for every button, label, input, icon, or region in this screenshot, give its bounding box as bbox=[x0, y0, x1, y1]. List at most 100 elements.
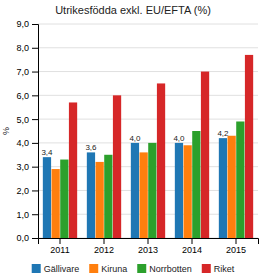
x-tick: 2012 bbox=[94, 238, 114, 255]
grid-line bbox=[38, 95, 258, 96]
y-tick-label: 0,0 bbox=[16, 233, 29, 243]
grid-line bbox=[38, 47, 258, 48]
legend-item: Kiruna bbox=[89, 264, 127, 274]
bar bbox=[104, 155, 112, 238]
y-tick-mark bbox=[32, 190, 38, 191]
legend-swatch bbox=[32, 264, 41, 273]
x-tick: 2014 bbox=[182, 238, 202, 255]
x-axis-line bbox=[39, 239, 259, 245]
bar bbox=[43, 157, 51, 238]
bar bbox=[192, 131, 200, 238]
y-tick-mark bbox=[32, 48, 38, 49]
y-tick: 5,0 bbox=[16, 114, 38, 124]
data-labels: 3,4 3,6 4,0 4,0 4,2 bbox=[41, 129, 229, 157]
y-tick-mark bbox=[32, 119, 38, 120]
x-tick: 2015 bbox=[226, 238, 246, 255]
y-tick-mark bbox=[32, 95, 38, 96]
legend-label: Kiruna bbox=[101, 264, 127, 274]
x-tick-mark bbox=[104, 238, 105, 244]
data-label: 3,4 bbox=[41, 148, 53, 157]
y-tick: 2,0 bbox=[16, 186, 38, 196]
bar-series bbox=[60, 121, 244, 238]
y-tick: 4,0 bbox=[16, 138, 38, 148]
x-tick-label: 2015 bbox=[226, 245, 246, 255]
x-tick: 2013 bbox=[138, 238, 158, 255]
legend: Gällivare Kiruna Norrbotten Riket bbox=[32, 264, 235, 274]
legend-swatch bbox=[89, 264, 98, 273]
y-tick-mark bbox=[32, 214, 38, 215]
data-label: 4,0 bbox=[173, 134, 185, 143]
y-tick-mark bbox=[32, 24, 38, 25]
y-tick-label: 7,0 bbox=[16, 67, 29, 77]
bar bbox=[245, 55, 253, 238]
y-tick-label: 4,0 bbox=[16, 138, 29, 148]
x-tick-mark bbox=[60, 238, 61, 244]
legend-swatch bbox=[202, 264, 211, 273]
y-tick-label: 1,0 bbox=[16, 210, 29, 220]
y-tick: 8,0 bbox=[16, 43, 38, 53]
legend-item: Gällivare bbox=[32, 264, 80, 274]
bar bbox=[60, 160, 68, 238]
bar bbox=[131, 143, 139, 238]
y-tick: 3,0 bbox=[16, 162, 38, 172]
bar bbox=[175, 143, 183, 238]
bars bbox=[43, 55, 253, 238]
y-tick-mark bbox=[32, 238, 38, 239]
y-tick-mark bbox=[32, 143, 38, 144]
legend-swatch bbox=[137, 264, 146, 273]
y-axis: 0,0 1,0 2,0 3,0 4,0 5,0 6,0 7,0 8,0 9,0 bbox=[16, 19, 38, 243]
x-tick-label: 2014 bbox=[182, 245, 202, 255]
x-axis: 2011 2012 2013 2014 2015 bbox=[39, 238, 259, 255]
x-tick-label: 2012 bbox=[94, 245, 114, 255]
bar bbox=[228, 136, 236, 238]
y-tick-mark bbox=[32, 72, 38, 73]
x-tick: 2011 bbox=[50, 238, 69, 255]
y-tick-label: 5,0 bbox=[16, 114, 29, 124]
y-tick-label: 2,0 bbox=[16, 186, 29, 196]
legend-label: Riket bbox=[214, 264, 235, 274]
y-tick: 1,0 bbox=[16, 210, 38, 220]
bar bbox=[201, 72, 209, 238]
legend-item: Riket bbox=[202, 264, 235, 274]
bar bbox=[69, 102, 77, 238]
bar bbox=[219, 138, 227, 238]
x-tick-label: 2011 bbox=[50, 245, 69, 255]
legend-item: Norrbotten bbox=[137, 264, 192, 274]
bar bbox=[87, 152, 95, 238]
x-tick-mark bbox=[192, 238, 193, 244]
y-axis-title: % bbox=[1, 127, 11, 135]
x-tick-mark bbox=[236, 238, 237, 244]
data-label: 4,0 bbox=[129, 134, 141, 143]
bar bbox=[113, 95, 121, 238]
data-label: 4,2 bbox=[217, 129, 229, 138]
x-tick-label: 2013 bbox=[138, 245, 158, 255]
bar bbox=[140, 152, 148, 238]
y-tick-label: 9,0 bbox=[16, 19, 29, 29]
plot: 0,01,02,03,04,05,06,07,08,09,02011201220… bbox=[16, 19, 258, 255]
grid-line bbox=[38, 24, 258, 25]
y-tick: 9,0 bbox=[16, 19, 38, 29]
grid-line bbox=[38, 71, 258, 72]
y-tick: 7,0 bbox=[16, 67, 38, 77]
title: Utrikesfödda exkl. EU/EFTA (%) bbox=[55, 4, 211, 16]
y-tick-label: 8,0 bbox=[16, 43, 29, 53]
chart: Utrikesfödda exkl. EU/EFTA (%) Gällivare K… bbox=[0, 0, 266, 277]
bar bbox=[96, 162, 104, 238]
bar-series bbox=[69, 55, 253, 238]
y-tick: 0,0 bbox=[16, 233, 38, 243]
bar bbox=[184, 145, 192, 238]
y-tick: 6,0 bbox=[16, 91, 38, 101]
bar bbox=[157, 83, 165, 238]
y-tick-mark bbox=[32, 167, 38, 168]
y-tick-label: 3,0 bbox=[16, 162, 29, 172]
y-axis-line bbox=[32, 25, 39, 239]
x-tick-mark bbox=[148, 238, 149, 244]
y-tick-label: 6,0 bbox=[16, 91, 29, 101]
legend-label: Norrbotten bbox=[149, 264, 192, 274]
legend-label: Gällivare bbox=[44, 264, 80, 274]
bar bbox=[236, 121, 244, 238]
data-label: 3,6 bbox=[85, 143, 97, 152]
bar bbox=[52, 169, 60, 238]
bar bbox=[148, 143, 156, 238]
grid bbox=[38, 24, 258, 238]
